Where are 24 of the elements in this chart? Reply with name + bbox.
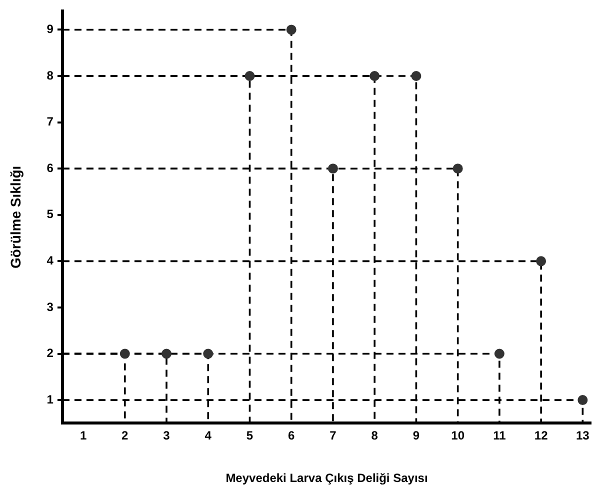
y-tick-label: 5 <box>46 207 54 222</box>
y-tick-label: 3 <box>46 300 54 314</box>
y-tick-label: 8 <box>46 68 54 82</box>
x-tick-label: 4 <box>204 428 212 443</box>
y-tick-label: 9 <box>46 22 54 36</box>
x-tick-label: 13 <box>576 428 590 443</box>
x-tick-label: 11 <box>493 428 506 443</box>
x-tick-label: 6 <box>288 428 296 443</box>
x-tick-label: 9 <box>412 428 420 443</box>
x-axis-title: Meyvedeki Larva Çıkış Deliği Sayısı <box>226 471 428 486</box>
x-tick-label: 1 <box>80 428 87 443</box>
y-axis-title: Görülme Sıklığı <box>7 166 24 269</box>
x-tick-label: 3 <box>163 428 170 443</box>
x-tick-label: 10 <box>451 428 465 443</box>
y-tick-label: 2 <box>46 346 54 360</box>
y-tick-label: 1 <box>46 392 54 406</box>
y-tick-label: 4 <box>46 253 54 268</box>
y-tick-label: 7 <box>46 114 54 129</box>
x-tick-label: 2 <box>122 428 129 443</box>
x-tick-label: 5 <box>246 428 254 443</box>
x-tick-label: 7 <box>330 428 337 443</box>
x-tick-label: 8 <box>371 428 378 443</box>
y-tick-label: 6 <box>46 160 54 175</box>
x-tick-label: 12 <box>534 428 548 443</box>
